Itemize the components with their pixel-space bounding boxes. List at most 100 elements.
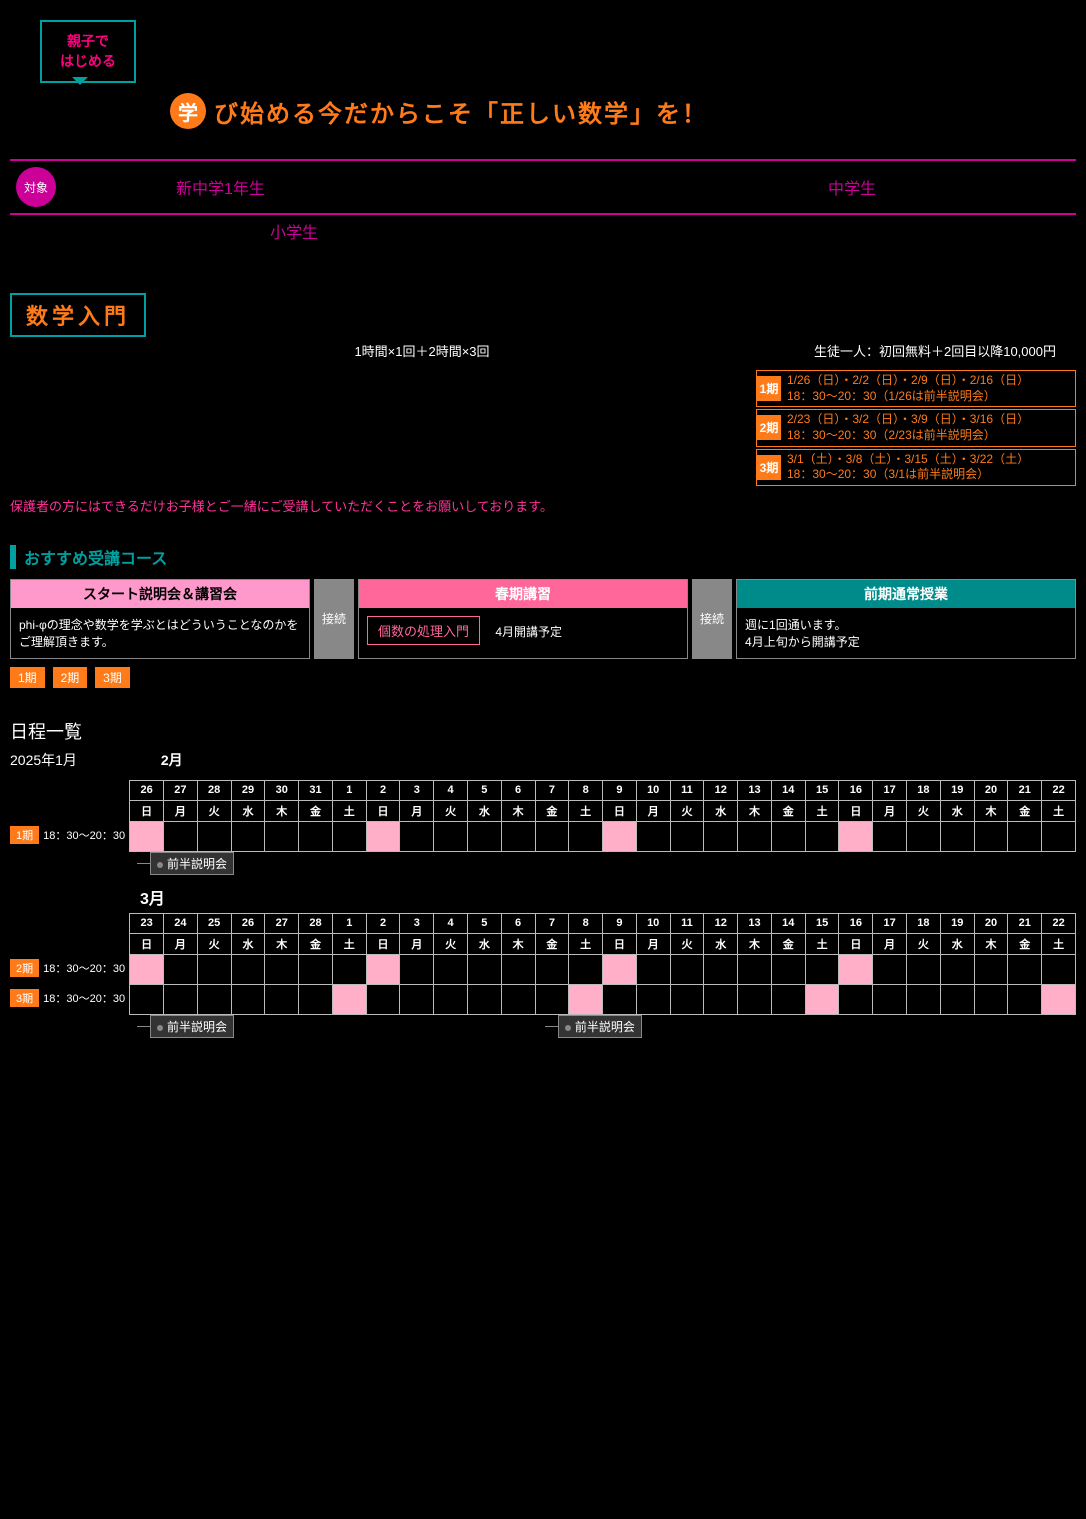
section-meta-right: 生徒一人：初回無料＋2回目以降10,000円 [814, 341, 1056, 360]
cal-cell [265, 984, 299, 1014]
period-text: 3/1（土）・3/8（土）・3/15（土）・3/22（土）18：30〜20：30… [781, 450, 1035, 485]
cal-wday: 木 [501, 933, 535, 954]
cal-cell [501, 984, 535, 1014]
row2-time: 18：30〜20：30 [43, 960, 125, 976]
cal-cell [164, 954, 198, 984]
cal-wday: 土 [1042, 800, 1076, 821]
cal-wday: 土 [1042, 933, 1076, 954]
cal-cell [501, 821, 535, 851]
cal-wday: 水 [704, 933, 738, 954]
cal-cell [839, 984, 873, 1014]
cal-cell [805, 984, 839, 1014]
headline-badge: 学 [170, 93, 206, 129]
cal-cell [501, 954, 535, 984]
cal-day: 20 [974, 913, 1008, 933]
cal-cell [907, 954, 941, 984]
cal-day: 6 [501, 913, 535, 933]
cal-day: 23 [130, 913, 164, 933]
cal-day: 17 [873, 913, 907, 933]
cal-day: 4 [434, 913, 468, 933]
cal-wday: 日 [839, 933, 873, 954]
cal-cell [670, 954, 704, 984]
headline-text: び始める今だからこそ「正しい数学」を！ [214, 94, 708, 129]
cal-day: 18 [907, 780, 941, 800]
cal-day: 10 [636, 780, 670, 800]
target-item-1: 新中学1年生 [176, 175, 265, 199]
cal-cell [636, 821, 670, 851]
cal-wday: 木 [738, 800, 772, 821]
cal-cell [467, 984, 501, 1014]
section-meta-center: 1時間×1回＋2時間×3回 [354, 341, 489, 360]
cal-cell [974, 821, 1008, 851]
cal-cell [434, 984, 468, 1014]
cal-cell [839, 954, 873, 984]
flow-row: スタート説明会＆講習会 phi-φの理念や数学を学ぶとはどういうことなのかをご理… [10, 579, 1076, 659]
cal-day: 8 [569, 913, 603, 933]
cal-cell [535, 984, 569, 1014]
cal-wday: 金 [535, 800, 569, 821]
row1-time: 18：30〜20：30 [43, 827, 125, 843]
cal-wday: 水 [231, 933, 265, 954]
cal-wday: 木 [974, 933, 1008, 954]
cal-day: 25 [197, 913, 231, 933]
cal-day: 3 [400, 780, 434, 800]
cal-cell [535, 821, 569, 851]
guardian-note: 保護者の方にはできるだけお子様とご一緒にご受講していただくことをお願いしておりま… [10, 496, 1076, 515]
cal-day: 5 [467, 780, 501, 800]
callout-3: 前半説明会 [558, 1015, 642, 1038]
cal-day: 15 [805, 913, 839, 933]
cal-wday: 木 [501, 800, 535, 821]
cal-cell [231, 984, 265, 1014]
headline-row: 学 び始める今だからこそ「正しい数学」を！ [170, 93, 1076, 129]
flow-box-spring-hd: 春期講習 [359, 580, 687, 608]
cal-day: 2 [366, 913, 400, 933]
cal-day: 30 [265, 780, 299, 800]
cal-day: 21 [1008, 780, 1042, 800]
cal-cell [771, 954, 805, 984]
cal-day: 14 [771, 780, 805, 800]
cal-cell [434, 821, 468, 851]
cal-day: 18 [907, 913, 941, 933]
cal-cell [1042, 984, 1076, 1014]
cal-wday: 日 [839, 800, 873, 821]
row3-badge: 3期 [10, 989, 39, 1007]
cal-wday: 水 [231, 800, 265, 821]
cal-day: 28 [197, 780, 231, 800]
cal-day: 27 [265, 913, 299, 933]
cal-cell [940, 821, 974, 851]
row1-badge: 1期 [10, 826, 39, 844]
cal-cell [873, 954, 907, 984]
cal-day: 1 [332, 780, 366, 800]
cal-cell [1008, 984, 1042, 1014]
cal-cell [873, 984, 907, 1014]
cal-wday: 木 [974, 800, 1008, 821]
cal-cell [974, 984, 1008, 1014]
cal-cell [1008, 821, 1042, 851]
cal-cell [670, 984, 704, 1014]
cal-day: 29 [231, 780, 265, 800]
cal-cell [299, 954, 333, 984]
cal-wday: 金 [771, 800, 805, 821]
flow-title: おすすめ受講コース [10, 545, 1076, 569]
cal-cell [873, 821, 907, 851]
cal-cell [771, 984, 805, 1014]
cal-day: 22 [1042, 913, 1076, 933]
cal-day: 26 [130, 780, 164, 800]
cal-cell [1042, 954, 1076, 984]
cal-day: 22 [1042, 780, 1076, 800]
regular-body-2: 4月上旬から開講予定 [745, 635, 860, 649]
cal-wday: 木 [738, 933, 772, 954]
cal-day: 7 [535, 780, 569, 800]
calendar-table-1: 2627282930311234567891011121314151617181… [129, 780, 1076, 852]
parent-child-bubble: 親子で はじめる [40, 20, 136, 83]
period-text: 1/26（日）・2/2（日）・2/9（日）・2/16（日）18：30〜20：30… [781, 371, 1035, 406]
cal-cell [603, 984, 637, 1014]
chip-2: 2期 [53, 667, 88, 688]
cal-wday: 火 [197, 800, 231, 821]
cal-wday: 月 [400, 933, 434, 954]
cal-wday: 月 [873, 800, 907, 821]
cal-cell [299, 821, 333, 851]
cal-cell [400, 821, 434, 851]
cal-cell [907, 821, 941, 851]
cal-cell [636, 984, 670, 1014]
